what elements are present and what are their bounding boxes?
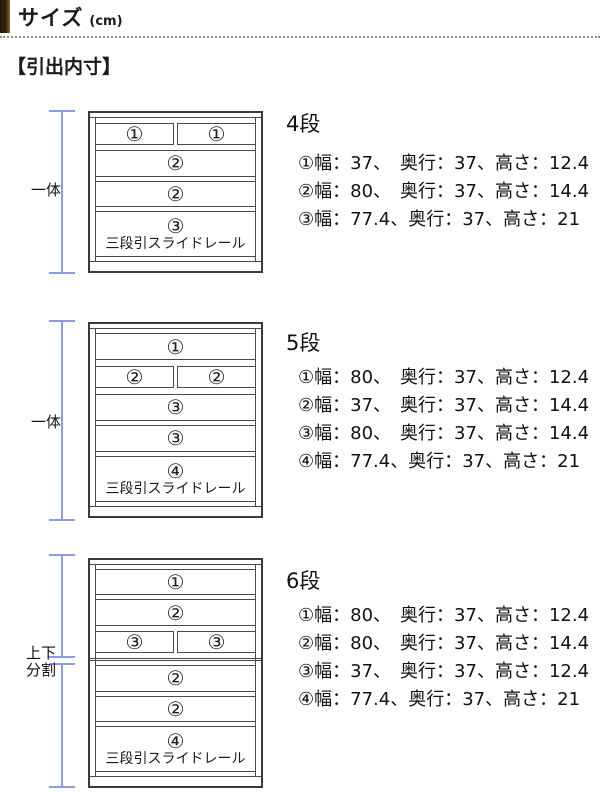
drawer-number-label: ③ (166, 213, 185, 238)
drawer-number-label: ② (166, 600, 185, 625)
drawer-number-label: ③ (125, 630, 144, 655)
measure-line (61, 322, 63, 520)
drawer-zone: ① ② ② ③ ③ ④ 三段引スライドレール (95, 329, 256, 506)
drawer-zone: ① ① ② ② ③ 三段引スライドレール (95, 118, 256, 261)
drawer-half: ② (177, 364, 255, 389)
size-title-text: サイズ (18, 6, 84, 30)
drawer-row: ② (96, 665, 255, 692)
drawer-number-label: ④ (166, 729, 185, 754)
measure-cap-top (49, 320, 75, 322)
drawer-half: ① (177, 122, 255, 147)
drawer-row: ① (96, 569, 255, 596)
measure-cap-split-lower (49, 663, 75, 665)
drawer-inner-size-heading: 【引出内寸】 (7, 56, 122, 78)
measure-label: 一体 (31, 181, 62, 199)
drawer-row-rail: ④ 三段引スライドレール (96, 726, 255, 773)
drawer-number-label: ① (166, 570, 185, 595)
spec-line: ①幅：80、 奥行：37、高さ：12.4 (298, 367, 590, 388)
drawer-row: ② (96, 695, 255, 723)
drawer-row: ③ (96, 424, 255, 452)
section-split-divider (90, 658, 261, 662)
drawer-row: ① (96, 333, 255, 361)
section-title-5dan: 5段 (286, 331, 321, 355)
cabinet-diagram-4dan: ① ① ② ② ③ 三段引スライドレール (88, 111, 263, 273)
spec-lines-6dan: ①幅：80、 奥行：37、高さ：12.4 ②幅：80、 奥行：37、高さ：14.4… (298, 602, 589, 714)
drawer-number-label: ① (166, 334, 185, 359)
dotted-divider (0, 0, 600, 38)
drawer-number-label: ③ (166, 395, 185, 420)
cabinet-base-panel (90, 261, 261, 271)
drawer-half: ① (96, 122, 174, 147)
drawer-number-label: ② (207, 364, 226, 389)
measure-cap-top (49, 110, 75, 112)
drawer-half: ③ (177, 630, 255, 655)
spec-line: ②幅：37、 奥行：37、高さ：14.4 (298, 395, 590, 416)
spec-line: ④幅：77.4、奥行：37、高さ：21 (298, 689, 581, 710)
drawer-number-label: ① (125, 122, 144, 147)
measure-line-upper (61, 556, 63, 657)
slide-rail-label: 三段引スライドレール (105, 235, 246, 252)
drawer-number-label: ③ (207, 630, 226, 655)
drawer-number-label: ② (166, 696, 185, 721)
drawer-zone: ① ② ③ ③ ② ② ④ 三段引スライドレール (90, 565, 261, 776)
cabinet-top-panel (90, 324, 261, 329)
measure-cap-top (49, 554, 75, 556)
drawer-number-label: ③ (166, 426, 185, 451)
measure-label: 上下 分割 (26, 644, 57, 679)
spec-line: ①幅：37、 奥行：37、高さ：12.4 (298, 153, 590, 174)
cabinet-top-panel (90, 560, 261, 565)
spec-line: ③幅：37、 奥行：37、高さ：12.4 (298, 661, 590, 682)
drawer-row: ③ (96, 393, 255, 421)
spec-line: ④幅：77.4、奥行：37、高さ：21 (298, 451, 581, 472)
spec-lines-5dan: ①幅：80、 奥行：37、高さ：12.4 ②幅：37、 奥行：37、高さ：14.4… (298, 364, 589, 476)
spec-line: ③幅：77.4、奥行：37、高さ：21 (298, 209, 581, 230)
drawer-row: ② (96, 599, 255, 626)
drawer-half: ③ (96, 630, 174, 655)
drawer-number-label: ② (166, 151, 185, 176)
measure-cap-split-upper (49, 656, 75, 658)
spec-line: ①幅：80、 奥行：37、高さ：12.4 (298, 605, 590, 626)
drawer-row: ② (96, 180, 255, 207)
spec-line: ②幅：80、 奥行：37、高さ：14.4 (298, 633, 590, 654)
slide-rail-label: 三段引スライドレール (105, 481, 246, 497)
size-unit: (cm) (89, 14, 123, 29)
cabinet-diagram-5dan: ① ② ② ③ ③ ④ 三段引スライドレール (88, 322, 263, 518)
drawer-row-rail: ③ 三段引スライドレール (96, 210, 255, 257)
spec-line: ②幅：80、 奥行：37、高さ：14.4 (298, 181, 590, 202)
cabinet-diagram-6dan: ① ② ③ ③ ② ② ④ 三段引スライドレール (88, 558, 263, 788)
slide-rail-label: 三段引スライドレール (105, 751, 246, 768)
drawer-half: ② (96, 364, 174, 389)
drawer-row-rail: ④ 三段引スライドレール (96, 456, 255, 502)
cabinet-base-panel (90, 506, 261, 516)
spec-line: ③幅：80、 奥行：37、高さ：14.4 (298, 423, 590, 444)
drawer-number-label: ② (166, 181, 185, 206)
drawer-number-label: ① (207, 122, 226, 147)
spec-lines-4dan: ①幅：37、 奥行：37、高さ：12.4 ②幅：80、 奥行：37、高さ：14.4… (298, 150, 589, 234)
section-title-6dan: 6段 (286, 569, 321, 593)
section-title-4dan: 4段 (286, 112, 321, 136)
accent-bar (0, 0, 10, 33)
measure-line-lower (61, 665, 63, 787)
measure-cap-bottom (49, 272, 75, 274)
drawer-number-label: ② (125, 364, 144, 389)
measure-cap-bottom (49, 519, 75, 521)
measure-line (61, 112, 63, 273)
drawer-number-label: ② (166, 666, 185, 691)
cabinet-base-panel (90, 776, 261, 786)
measure-label: 一体 (31, 413, 62, 431)
measure-cap-bottom (49, 786, 75, 788)
cabinet-top-panel (90, 113, 261, 118)
drawer-number-label: ④ (166, 459, 185, 483)
drawer-row: ② (96, 150, 255, 177)
page-title: サイズ (cm) (18, 2, 123, 32)
